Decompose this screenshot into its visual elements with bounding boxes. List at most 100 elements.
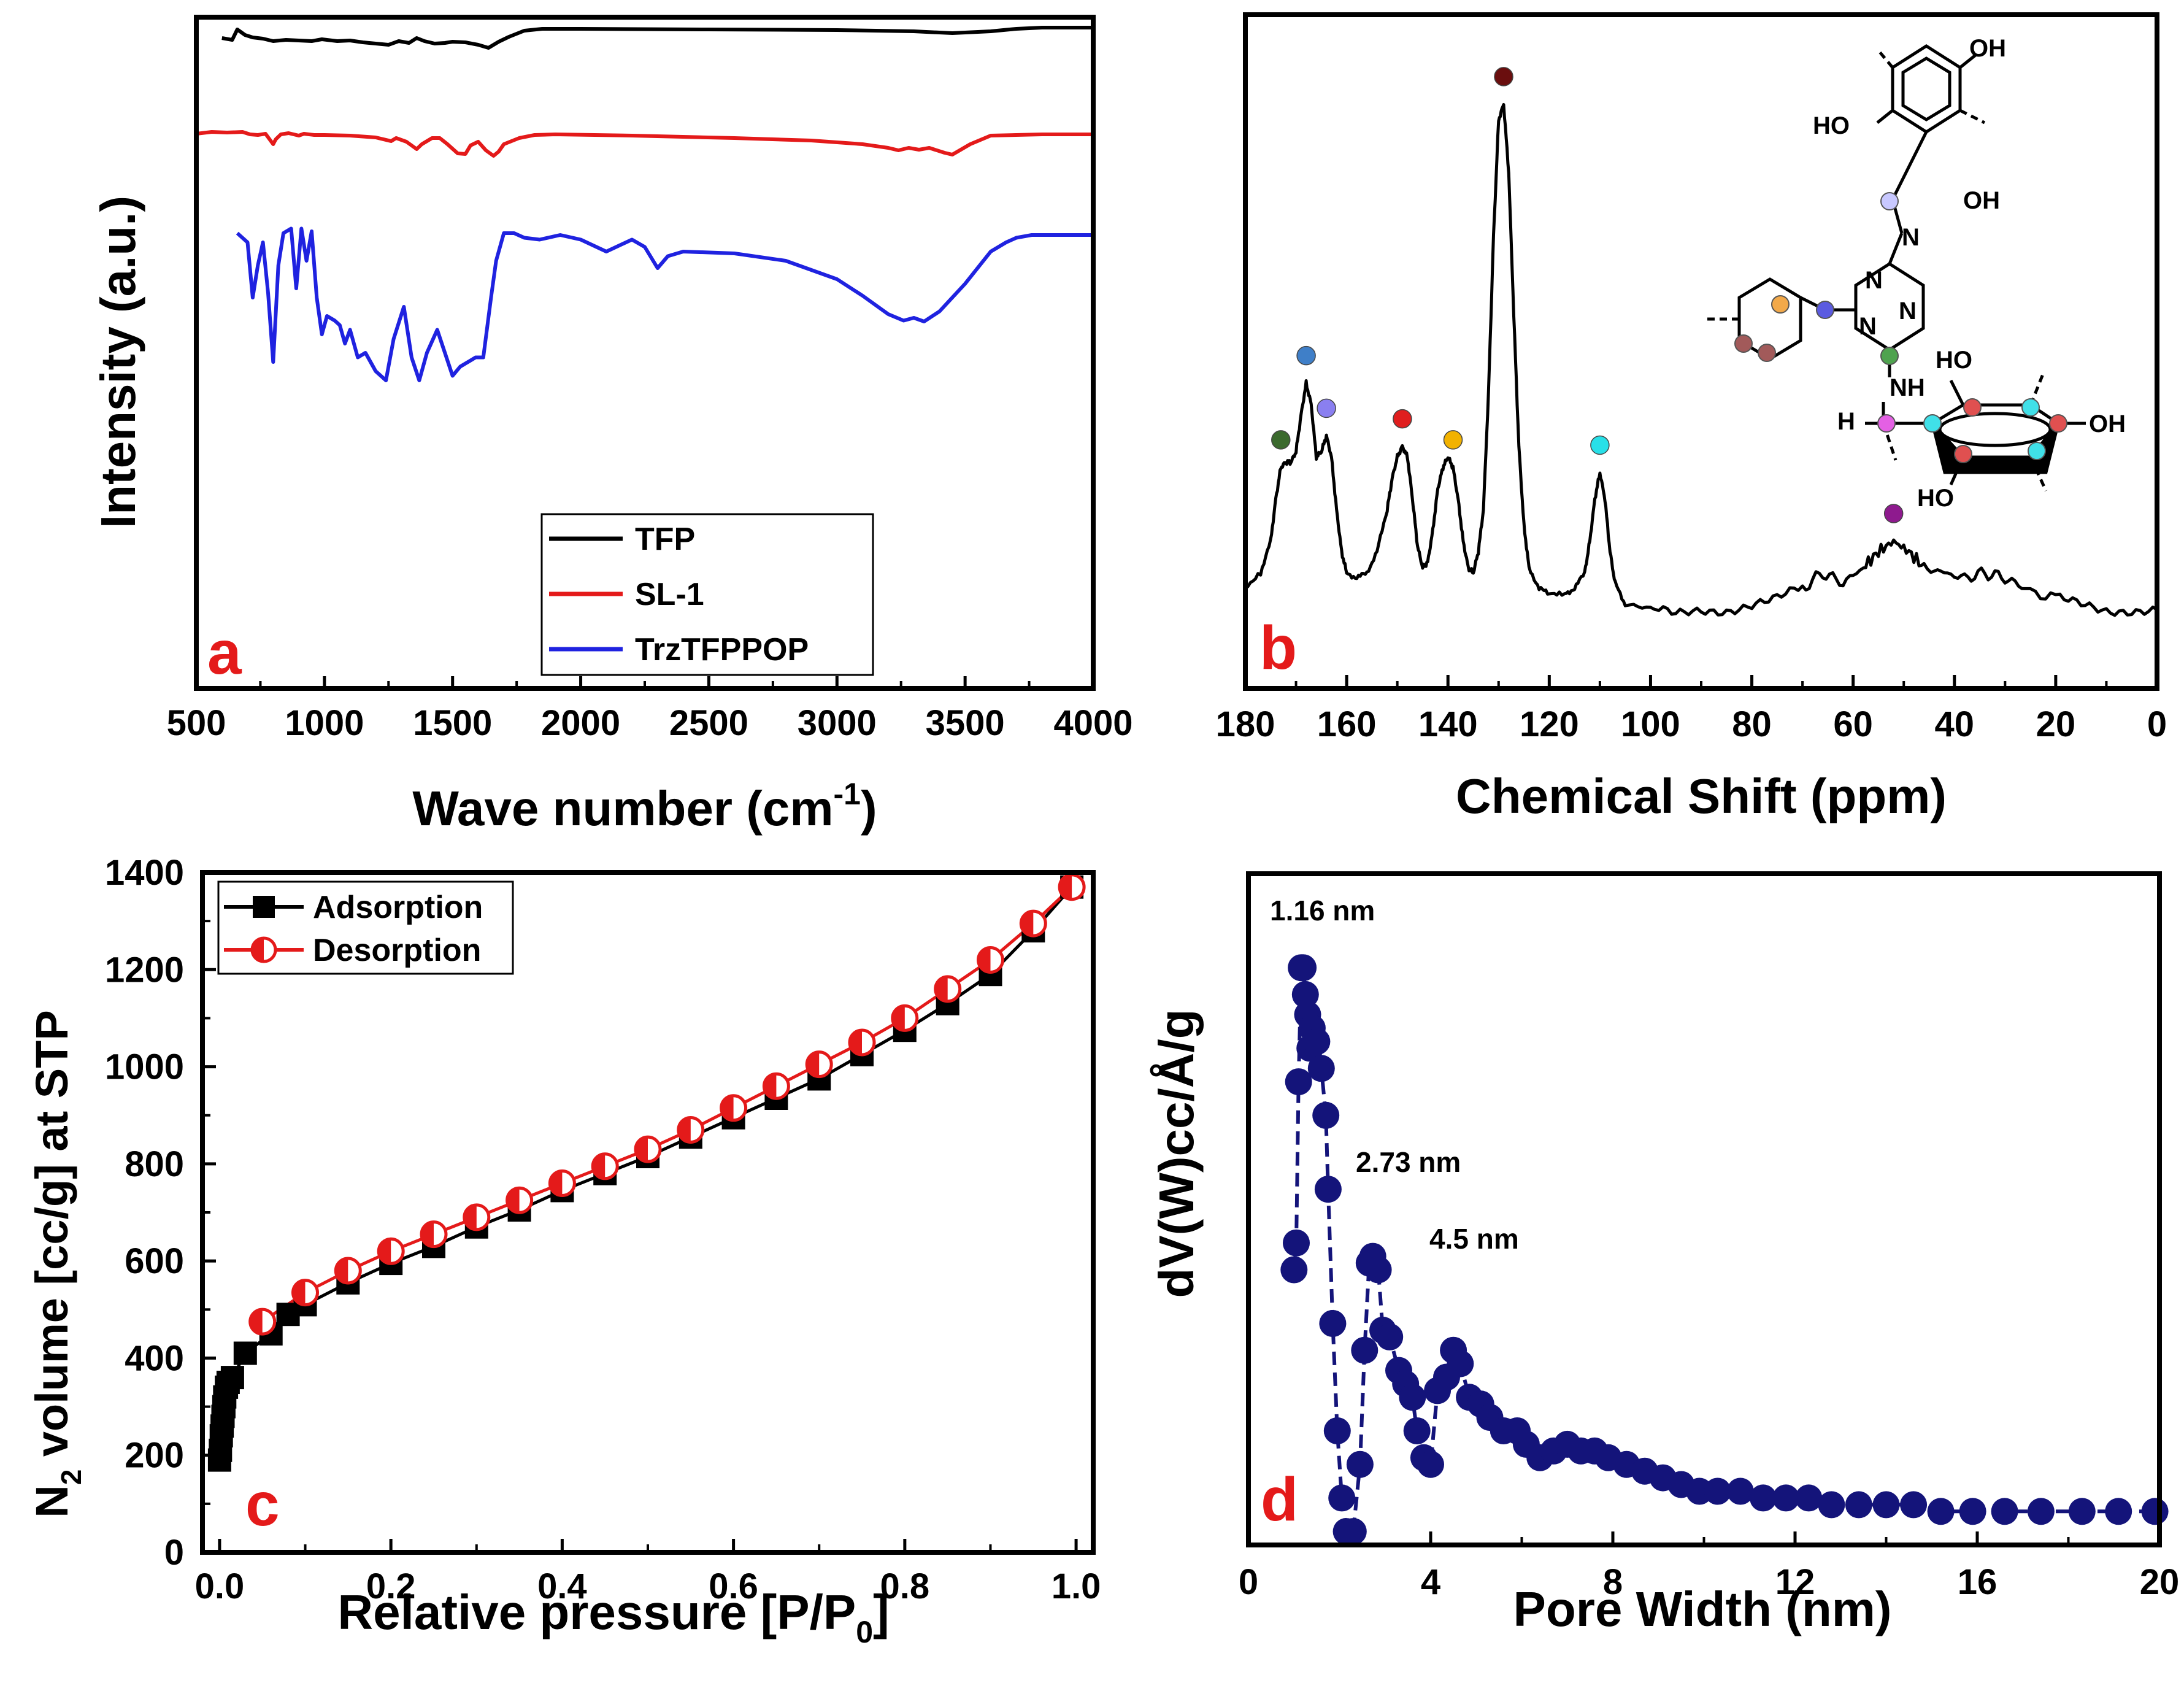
psd-point [1364,1256,1392,1284]
panel-b-xticks: 180 160 140 120 100 80 60 40 20 0 [1216,675,2167,744]
panel-c-ytick-label: 800 [125,1144,184,1184]
panel-a-legend: TFP SL-1 TrzTFPPOP [540,513,874,676]
psd-point [1704,1477,1731,1505]
panel-b-peak-marker [1393,409,1412,429]
psd-point [1399,1384,1426,1411]
psd-point [1447,1350,1474,1377]
desorption-point-half [636,1137,648,1162]
panel-a-xtick-label: 2500 [669,703,748,743]
adsorption-point [233,1341,257,1365]
panel-c-ylabel: N2 volume [cc/g] at STP [26,1010,87,1517]
bond-top-ho [1876,109,1894,124]
panel-d-xtick-label: 8 [1603,1562,1623,1602]
panel-a-series-2 [196,130,1093,158]
psd-point [2068,1498,2096,1525]
panel-a-xticks: 500 1000 1500 2000 2500 3000 3500 4000 [167,676,1133,743]
panel-b-xtick-label: 0 [2147,704,2167,744]
mol-label-ho-top-left: HO [1813,112,1850,139]
psd-point [1900,1491,1928,1519]
panel-a-frame [194,15,1096,691]
panel-b-xtick-label: 20 [2036,704,2076,744]
panel-c-ytick-label: 1400 [105,853,184,893]
mol-label-n-triazine-2: N [1899,298,1917,325]
molecule-atom-labels: OH HO OH N N N N NH HO H OH HO [1813,35,2126,512]
panel-d-xlabel: Pore Width (nm) [1513,1582,1892,1636]
psd-point [1872,1491,1900,1519]
panel-d-frame [1246,871,2162,1547]
panel-b-xtick-label: 180 [1216,704,1275,744]
psd-point [1323,1417,1351,1444]
panel-c-xtick-label: 0.8 [880,1566,930,1606]
panel-d-ylabel: dV(W)cc/Å/g [1149,1009,1204,1298]
panel-c-xtick-label: 0.6 [709,1566,758,1606]
adsorption-point [220,1366,244,1390]
panel-c-isotherm: N2 volume [cc/g] at STP 0 200 400 600 800 100… [26,853,1101,1649]
desorption-point [677,1116,705,1144]
psd-point [1927,1498,1955,1525]
panel-c-frame [200,870,1096,1555]
panel-a-series-1 [221,26,1093,50]
desorption-point-half [850,1030,862,1055]
panel-b-peak-marker [1590,435,1610,455]
panel-c-xtick-label: 0.4 [537,1566,587,1606]
desorption-point-half [507,1188,520,1213]
legend-label-sl1: SL-1 [635,577,704,612]
legend-label-trz: TrzTFPPOP [635,632,809,668]
panel-a-xtick-label: 3500 [926,703,1005,743]
panel-b-peak-marker [1443,430,1463,450]
panel-a-ylabel: Intensity (a.u.) [91,196,145,528]
psd-point [1312,1101,1340,1129]
molecule-atom-markers [1734,192,2067,463]
panel-b-nmr: 180 160 140 120 100 80 60 40 20 0 [1216,12,2167,823]
panel-b-xtick-label: 40 [1935,704,1975,744]
desorption-point [1019,909,1047,938]
mol-label-oh-right: OH [2089,410,2126,437]
atom-marker-green [1880,347,1899,365]
panel-d-xtick-label: 0 [1239,1562,1258,1602]
panel-c-ytick-label: 600 [125,1241,184,1281]
desorption-point-half [678,1117,691,1142]
panel-c-ytick-label: 0 [164,1533,184,1573]
panel-b-frame [1243,12,2159,691]
atom-marker-red-1 [1963,398,1982,417]
bond-top-dash2 [1876,48,1894,69]
psd-point [1403,1417,1431,1444]
desorption-point [377,1237,405,1265]
molecule-structure-inset [1705,44,2086,492]
psd-point [1376,1323,1404,1350]
desorption-point [506,1186,534,1214]
desorption-point [291,1279,319,1307]
psd-point [1991,1498,2018,1525]
psd-point [1346,1450,1374,1478]
panel-b-xtick-label: 160 [1317,704,1377,744]
panel-d-peak-annotation: 1.16 nm [1270,895,1375,926]
panel-a-xtick-label: 1000 [285,703,364,743]
panel-b-xtick-label: 120 [1520,704,1579,744]
psd-point [1314,1176,1342,1203]
atom-marker-cyan-1 [1923,414,1942,433]
panel-b-xtick-label: 100 [1621,704,1680,744]
panel-a-xtick-label: 4000 [1053,703,1132,743]
bond-bottom-ho-top [1949,379,1965,406]
desorption-point-half [807,1052,820,1077]
phenol-ring-top-inner [1901,56,1951,121]
mol-label-ho-mid: HO [1936,347,1972,374]
panel-c-yticks: 0 200 400 600 800 1000 1200 1400 [105,853,216,1573]
desorption-point [848,1028,876,1057]
psd-point [1959,1498,1986,1525]
panel-c-xtick-label: 0.0 [195,1566,245,1606]
mol-label-h: H [1837,408,1855,435]
phenol-ring-bottom-aromatic [1938,412,2052,447]
panel-c-ytick-label: 1200 [105,950,184,990]
panel-d-psd: dV(W)cc/Å/g 0 4 8 12 16 20 1.16 nm 2.73 nm 4.5 … [1149,871,2179,1636]
desorption-point-half [721,1095,734,1120]
desorption-point-half [978,947,991,973]
psd-point [1818,1491,1845,1519]
legend-label-tfp: TFP [635,522,695,557]
panel-b-xtick-label: 80 [1732,704,1772,744]
desorption-point-half [550,1171,563,1196]
panel-c-series-group [207,873,1086,1472]
psd-point [1283,1229,1310,1257]
mol-label-n-triazine-1: N [1865,267,1883,294]
